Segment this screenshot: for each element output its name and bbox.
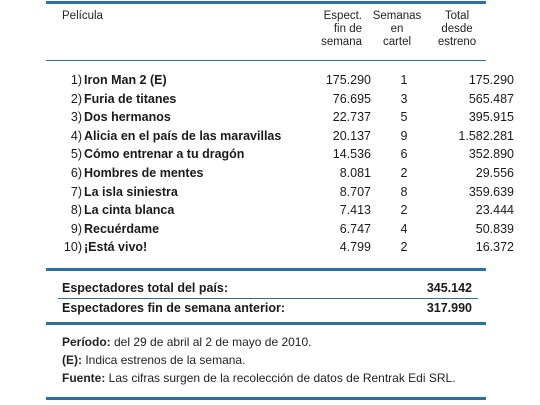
row-weeks: 6 (400, 147, 408, 162)
row-title: Hombres de mentes (84, 166, 204, 180)
summary-total-value: 345.142 (426, 281, 472, 295)
note-periodo-label: Período: (62, 335, 111, 349)
row-weekend-viewers: 8.707 (339, 184, 371, 199)
row-rank: 4) (70, 128, 82, 143)
summary-anterior-label: Espectadores fin de semana anterior: (62, 301, 285, 315)
row-rank: 1) (70, 73, 82, 87)
table-row: 8) La cinta blanca 7.413 2 23.444 (46, 202, 514, 218)
table-row: 5) Cómo entrenar a tu dragón 14.536 6 352.89… (46, 146, 514, 162)
row-total-viewers: 23.444 (475, 203, 514, 218)
row-rank: 6) (70, 166, 82, 180)
row-weekend-viewers: 7.413 (339, 203, 371, 218)
summary-bottom-rule (46, 322, 486, 325)
row-title: Iron Man 2 (E) (84, 73, 167, 87)
header-espect-line3: semana (321, 36, 362, 48)
row-weeks: 2 (400, 203, 408, 218)
note-fuente-text: Las cifras surgen de la recolección de d… (105, 371, 456, 385)
row-rank: 7) (70, 184, 82, 199)
summary-divider (58, 298, 478, 299)
header-total-line2: desde (441, 23, 473, 35)
row-rank: 8) (70, 203, 82, 218)
header-espect-line2: fin de (333, 23, 362, 35)
table-row: 7) La isla siniestra 8.707 8 359.639 (46, 184, 514, 200)
table-row: 1) Iron Man 2 (E) 175.290 1 175.290 (46, 72, 514, 88)
note-estreno-label: (E): (62, 353, 82, 367)
row-total-viewers: 16.372 (475, 240, 514, 255)
summary-total-row: Espectadores total del país: 345.142 (62, 280, 472, 296)
row-total-viewers: 175.290 (468, 73, 514, 87)
header-semanas-line2: en (390, 23, 404, 35)
header-semanas-line3: cartel (382, 36, 412, 48)
row-title: Dos hermanos (84, 110, 171, 125)
table-row: 3) Dos hermanos 22.737 5 395.915 (46, 109, 514, 125)
row-title: Recuérdame (84, 221, 160, 236)
row-title: Alicia en el país de las maravillas (84, 128, 282, 143)
note-fuente: Fuente: Las cifras surgen de la recolecc… (62, 370, 456, 386)
table-row: 4) Alicia en el país de las maravillas 20.… (46, 128, 514, 144)
row-total-viewers: 1.582.281 (458, 128, 514, 143)
row-title: Furia de titanes (84, 91, 177, 106)
table-row: 2) Furia de titanes 76.695 3 565.487 (46, 91, 514, 107)
summary-anterior-row: Espectadores fin de semana anterior: 317… (62, 300, 472, 316)
row-title: La isla siniestra (84, 184, 178, 199)
row-weekend-viewers: 20.137 (332, 128, 371, 143)
header-semanas-line1: Semanas (372, 10, 422, 22)
row-rank: 10) (63, 240, 82, 255)
row-weeks: 4 (400, 221, 408, 236)
row-weeks: 3 (400, 91, 408, 106)
header-espect: Espect. fin de semana (300, 10, 362, 49)
note-estreno-text: Indica estrenos de la semana. (82, 353, 246, 367)
summary-anterior-value: 317.990 (426, 301, 472, 315)
row-title: La cinta blanca (84, 203, 175, 218)
bottom-rule (46, 397, 486, 400)
row-rank: 2) (70, 91, 82, 106)
row-total-viewers: 29.556 (475, 166, 514, 180)
row-weeks: 8 (400, 184, 408, 199)
header-total-line1: Total (444, 10, 470, 22)
row-weekend-viewers: 76.695 (332, 91, 371, 106)
row-total-viewers: 352.890 (468, 147, 514, 162)
row-rank: 3) (70, 110, 82, 125)
row-weeks: 5 (400, 110, 408, 125)
row-weeks: 2 (400, 166, 408, 180)
row-total-viewers: 565.487 (468, 91, 514, 106)
top-rule (46, 1, 486, 4)
header-semanas: Semanas en cartel (368, 10, 426, 49)
row-weekend-viewers: 6.747 (339, 221, 371, 236)
header-espect-line1: Espect. (323, 10, 362, 22)
row-weekend-viewers: 8.081 (339, 166, 371, 180)
row-title: ¡Está vivo! (84, 240, 148, 255)
row-title: Cómo entrenar a tu dragón (84, 147, 245, 162)
row-weeks: 9 (400, 128, 408, 143)
row-rank: 5) (70, 147, 82, 162)
row-total-viewers: 50.839 (475, 221, 514, 236)
table-row: 6) Hombres de mentes 8.081 2 29.556 (46, 165, 514, 181)
note-periodo: Período: del 29 de abril al 2 de mayo de… (62, 334, 311, 350)
table-row: 10) ¡Está vivo! 4.799 2 16.372 (46, 239, 514, 255)
note-estreno: (E): Indica estrenos de la semana. (62, 352, 245, 368)
table-bottom-rule (46, 268, 486, 271)
row-weekend-viewers: 4.799 (339, 240, 371, 255)
row-weeks: 1 (400, 73, 408, 87)
header-total: Total desde estreno (432, 10, 482, 49)
row-weekend-viewers: 175.290 (325, 73, 371, 87)
header-rule (46, 60, 486, 61)
row-weekend-viewers: 14.536 (332, 147, 371, 162)
row-weekend-viewers: 22.737 (332, 110, 371, 125)
row-rank: 9) (70, 221, 82, 236)
note-periodo-text: del 29 de abril al 2 de mayo de 2010. (110, 335, 312, 349)
summary-total-label: Espectadores total del país: (62, 281, 229, 295)
table-row: 9) Recuérdame 6.747 4 50.839 (46, 221, 514, 237)
row-total-viewers: 395.915 (468, 110, 514, 125)
header-total-line3: estreno (437, 36, 477, 48)
row-total-viewers: 359.639 (468, 184, 514, 199)
row-weeks: 2 (400, 240, 408, 255)
note-fuente-label: Fuente: (62, 371, 106, 385)
header-pelicula: Película (62, 10, 103, 22)
